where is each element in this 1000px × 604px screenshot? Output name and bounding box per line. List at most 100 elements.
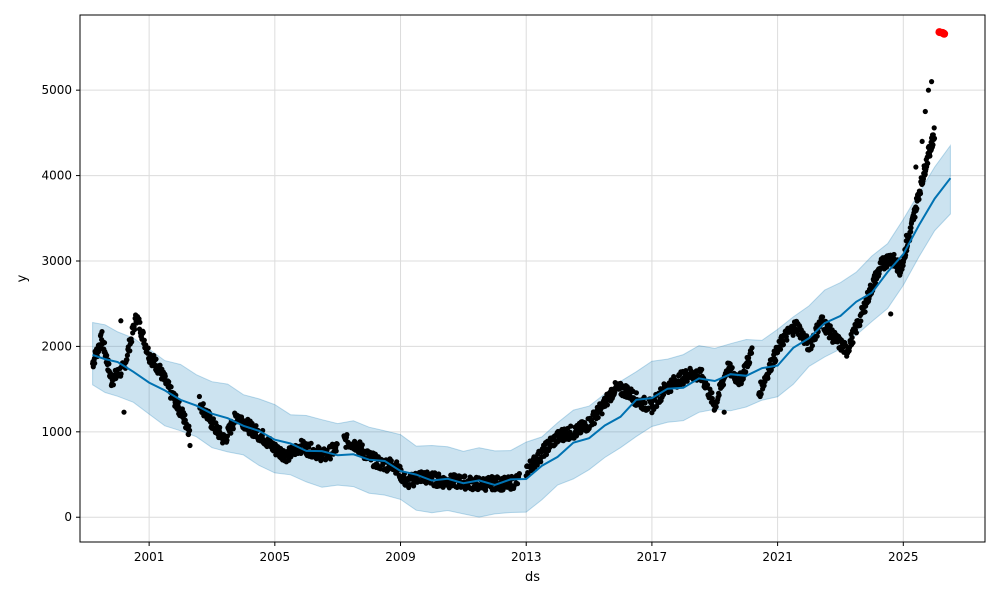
observed-point (914, 206, 920, 212)
observed-point (814, 333, 820, 339)
observed-point (573, 433, 580, 439)
observed-point (162, 373, 168, 379)
observed-point (306, 444, 312, 450)
observed-point (858, 318, 864, 324)
observed-point (118, 318, 124, 324)
observed-point (912, 214, 918, 220)
y-tick-label: 2000 (41, 339, 72, 353)
observed-point (749, 345, 755, 351)
x-axis-ticks: 2001 2005 2009 2013 2017 2021 2025 (134, 542, 919, 564)
observed-point (768, 367, 774, 373)
observed-point (777, 346, 784, 352)
observed-point (168, 384, 174, 390)
observed-point (327, 456, 333, 462)
observed-point (127, 348, 133, 354)
observed-point (344, 432, 350, 438)
observed-point (388, 458, 394, 464)
observed-point (253, 423, 259, 429)
observed-point (930, 142, 936, 148)
forecast-line (92, 177, 952, 486)
observed-point (729, 365, 735, 371)
observed-point (716, 392, 722, 398)
observed-point (908, 225, 914, 231)
observed-point (196, 393, 202, 400)
observed-point (761, 383, 767, 389)
observed-point (720, 382, 727, 388)
observed-point (823, 330, 829, 336)
observed-point (595, 414, 601, 421)
forecast-line-group (92, 177, 952, 486)
observed-point (713, 404, 719, 410)
plot-frame (79, 14, 986, 543)
observed-point (612, 389, 618, 395)
observed-point (514, 481, 521, 487)
observed-point (931, 125, 937, 131)
observed-points (90, 79, 938, 493)
observed-point (668, 388, 674, 394)
observed-point (210, 416, 216, 422)
x-tick-label: 2013 (511, 550, 542, 564)
observed-point (853, 330, 860, 336)
observed-point (101, 340, 108, 346)
observed-point (922, 108, 928, 115)
observed-point (157, 362, 163, 368)
observed-point (645, 405, 652, 411)
observed-point (850, 340, 856, 346)
observed-point (207, 413, 213, 419)
observed-point (118, 371, 124, 377)
observed-point (568, 423, 574, 429)
observed-point (187, 427, 193, 433)
highlight-points (935, 28, 949, 38)
observed-point (224, 433, 230, 439)
observed-point (683, 368, 689, 374)
observed-point (862, 309, 868, 315)
observed-point (411, 483, 417, 489)
observed-point (106, 361, 112, 367)
observed-point (153, 356, 159, 362)
observed-point (913, 164, 919, 170)
observed-point (758, 391, 764, 397)
observed-point (927, 153, 933, 159)
observed-point (200, 401, 206, 407)
y-tick-label: 3000 (41, 254, 72, 268)
observed-point (633, 390, 640, 396)
observed-point (124, 352, 130, 358)
observed-point (704, 382, 711, 388)
y-axis-ticks: 0 1000 2000 3000 4000 5000 (41, 83, 80, 524)
observed-point (765, 375, 771, 381)
observed-point (903, 232, 910, 238)
observed-point (110, 382, 116, 388)
observed-point (660, 392, 667, 398)
observed-point (599, 411, 605, 417)
x-tick-label: 2009 (385, 550, 416, 564)
x-tick-label: 2017 (637, 550, 668, 564)
observed-point (132, 326, 138, 333)
observed-point (820, 314, 826, 320)
observed-point (182, 412, 188, 418)
grid (80, 15, 985, 542)
observed-point (849, 335, 855, 341)
observed-point (746, 355, 752, 361)
observed-point (925, 160, 931, 166)
observed-point (129, 339, 135, 345)
observed-point (543, 451, 550, 458)
observed-point (591, 421, 598, 427)
x-axis-label: ds (525, 570, 540, 585)
observed-point (538, 459, 544, 465)
observed-point (916, 196, 922, 202)
x-tick-label: 2025 (888, 550, 919, 564)
observed-point (709, 390, 715, 396)
observed-point (124, 357, 130, 363)
observed-point (308, 440, 314, 446)
observed-point (334, 441, 340, 447)
observed-point (743, 369, 749, 375)
observed-point (931, 135, 938, 141)
observed-point (773, 358, 779, 364)
observed-point (748, 350, 755, 356)
x-tick-label: 2005 (260, 550, 291, 564)
y-axis-label: y (15, 274, 30, 282)
observed-point (187, 442, 193, 449)
observed-point (891, 251, 897, 258)
observed-point (699, 366, 705, 373)
